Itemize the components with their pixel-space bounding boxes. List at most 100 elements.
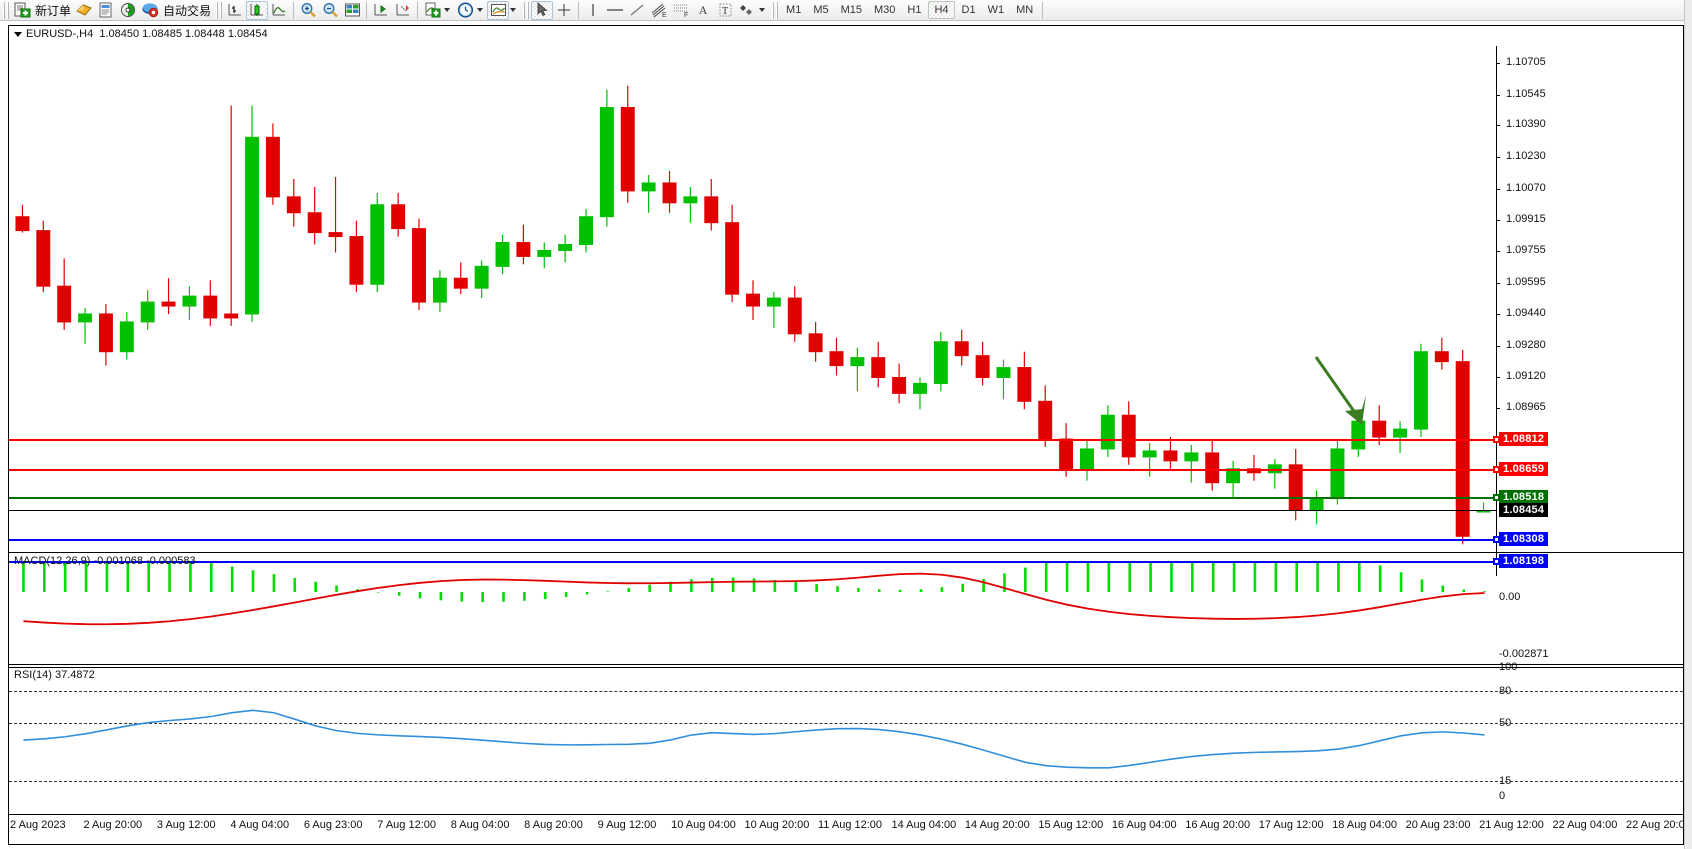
period-icon[interactable]: [454, 1, 476, 20]
toolbar-grip-3[interactable]: [522, 1, 530, 19]
timeframe-m30[interactable]: M30: [874, 4, 896, 16]
price-tick-mark: [1496, 188, 1500, 190]
autotrading-label[interactable]: 自动交易: [163, 3, 212, 18]
candle-body: [1455, 361, 1470, 537]
price-tick-label: 1.09440: [1506, 306, 1546, 319]
text-icon[interactable]: T: [714, 1, 736, 20]
level-line-resistance-lower[interactable]: [9, 469, 1497, 471]
candle-body: [349, 236, 364, 285]
level-tag-resistance-lower[interactable]: 1.08659: [1499, 462, 1549, 476]
main-toolbar: 新订单 自动交易: [0, 0, 1692, 21]
expert-advisor-icon[interactable]: [73, 1, 95, 20]
candle-body: [1205, 452, 1220, 484]
timeframe-w1[interactable]: W1: [987, 4, 1005, 16]
rsi-separator-top: [9, 667, 1683, 668]
vertical-line-icon[interactable]: [582, 1, 604, 20]
chart-shift-icon[interactable]: [370, 1, 392, 20]
line-chart-icon[interactable]: [268, 1, 290, 20]
time-tick-label: 4 Aug 04:00: [230, 819, 290, 831]
candle-body: [704, 196, 719, 224]
rsi-tick-0: 0: [1499, 790, 1506, 802]
toolbar-grip[interactable]: [2, 1, 9, 19]
timeframe-h4[interactable]: H4: [928, 1, 955, 19]
candle-body: [224, 313, 239, 319]
candle-body: [975, 355, 990, 378]
time-tick-label: 14 Aug 04:00: [891, 819, 957, 831]
level-tag-take-profit[interactable]: 1.08518: [1499, 489, 1549, 504]
level-line-current-price[interactable]: [9, 509, 1497, 511]
time-axis[interactable]: 2 Aug 2023 2 Aug 20:00 3 Aug 12:00 4 Aug 04…: [8, 814, 1691, 836]
time-tick-label: 11 Aug 12:00: [818, 819, 883, 831]
level-handle-support-lower[interactable]: [1493, 557, 1500, 565]
equidistant-channel-icon[interactable]: E: [648, 1, 670, 20]
level-tag-support-upper[interactable]: 1.08308: [1499, 531, 1549, 546]
down-arrow-annotation[interactable]: [1310, 351, 1380, 441]
timeframe-m5[interactable]: M5: [813, 4, 829, 16]
autoscroll-icon[interactable]: [392, 1, 414, 20]
zoom-in-icon[interactable]: [297, 1, 319, 20]
macd-tick-bottom: -0.002871: [1499, 648, 1549, 660]
level-line-take-profit[interactable]: [9, 496, 1497, 499]
candle-body: [892, 376, 907, 394]
vertical-scrollbar[interactable]: [1684, 0, 1692, 849]
level-handle-take-profit[interactable]: [1493, 493, 1500, 501]
price-scale[interactable]: 1.10705 1.10545 1.10390 1.10230 1.10070 1.099…: [1496, 46, 1692, 576]
chevron-down-icon-3[interactable]: [510, 8, 517, 12]
candlestick-chart-icon[interactable]: [246, 0, 269, 20]
toolbar-separator-4: [578, 1, 580, 19]
timeframe-m1[interactable]: M1: [786, 4, 802, 16]
level-handle-resistance-upper[interactable]: [1493, 435, 1500, 443]
level-tag-current-price[interactable]: 1.08454: [1499, 502, 1549, 517]
cursor-icon[interactable]: [531, 0, 554, 20]
rsi-level-50: [9, 723, 1683, 724]
candle-body: [1038, 400, 1053, 440]
timeframe-d1[interactable]: D1: [961, 4, 976, 16]
navigator-icon[interactable]: [117, 1, 139, 20]
timeframe-mn[interactable]: MN: [1016, 4, 1034, 16]
price-tick-mark: [1496, 408, 1500, 410]
candle-body: [119, 321, 134, 353]
fibonacci-icon[interactable]: F: [670, 1, 692, 20]
level-tag-resistance-upper[interactable]: 1.08812: [1499, 431, 1549, 446]
candle-body: [808, 333, 823, 353]
autotrading-icon[interactable]: [139, 1, 161, 20]
new-order-label[interactable]: 新订单: [35, 3, 72, 18]
toolbar-grip-2[interactable]: [215, 1, 223, 19]
zoom-out-icon[interactable]: [319, 1, 341, 20]
candle-body: [1080, 448, 1094, 470]
level-tag-support-lower[interactable]: 1.08198: [1499, 553, 1549, 568]
level-handle-support-upper[interactable]: [1493, 535, 1500, 543]
chart-menu-arrow-icon[interactable]: [14, 31, 22, 37]
horizontal-line-icon[interactable]: [604, 1, 626, 20]
templates-icon[interactable]: [487, 0, 510, 20]
bar-chart-icon[interactable]: [224, 1, 246, 20]
data-window-icon[interactable]: [95, 1, 117, 20]
toolbar-grip-4[interactable]: [771, 1, 779, 19]
candle-body: [1184, 452, 1199, 462]
chart-area[interactable]: EURUSD-,H4 1.08450 1.08485 1.08448 1.084…: [0, 21, 1692, 849]
timeframe-h1[interactable]: H1: [907, 4, 922, 16]
chevron-down-icon-2[interactable]: [477, 8, 484, 12]
candle-body: [15, 216, 30, 232]
text-label-icon[interactable]: A: [698, 2, 708, 17]
level-line-support-lower[interactable]: [9, 560, 1497, 563]
crosshair-icon[interactable]: [553, 1, 575, 20]
rsi-tick-50: 50: [1499, 717, 1512, 729]
candle-body: [579, 216, 593, 246]
indicators-icon[interactable]: [421, 1, 443, 20]
shapes-icon[interactable]: [736, 1, 758, 20]
time-tick-label: 2 Aug 2023: [10, 819, 66, 831]
chevron-down-icon-4[interactable]: [759, 8, 766, 12]
rsi-level-80: [9, 691, 1683, 692]
new-order-icon[interactable]: [11, 1, 33, 20]
price-tick-mark: [1496, 157, 1500, 159]
timeframe-m15[interactable]: M15: [840, 4, 862, 16]
time-tick-label: 22 Aug 04:00: [1552, 819, 1618, 831]
svg-text:E: E: [662, 12, 667, 18]
level-handle-resistance-lower[interactable]: [1493, 466, 1500, 473]
trendline-icon[interactable]: [626, 1, 648, 20]
chevron-down-icon[interactable]: [444, 8, 451, 12]
grid-icon[interactable]: [341, 1, 363, 20]
level-line-support-upper[interactable]: [9, 538, 1497, 541]
level-line-resistance-upper[interactable]: [9, 438, 1497, 441]
